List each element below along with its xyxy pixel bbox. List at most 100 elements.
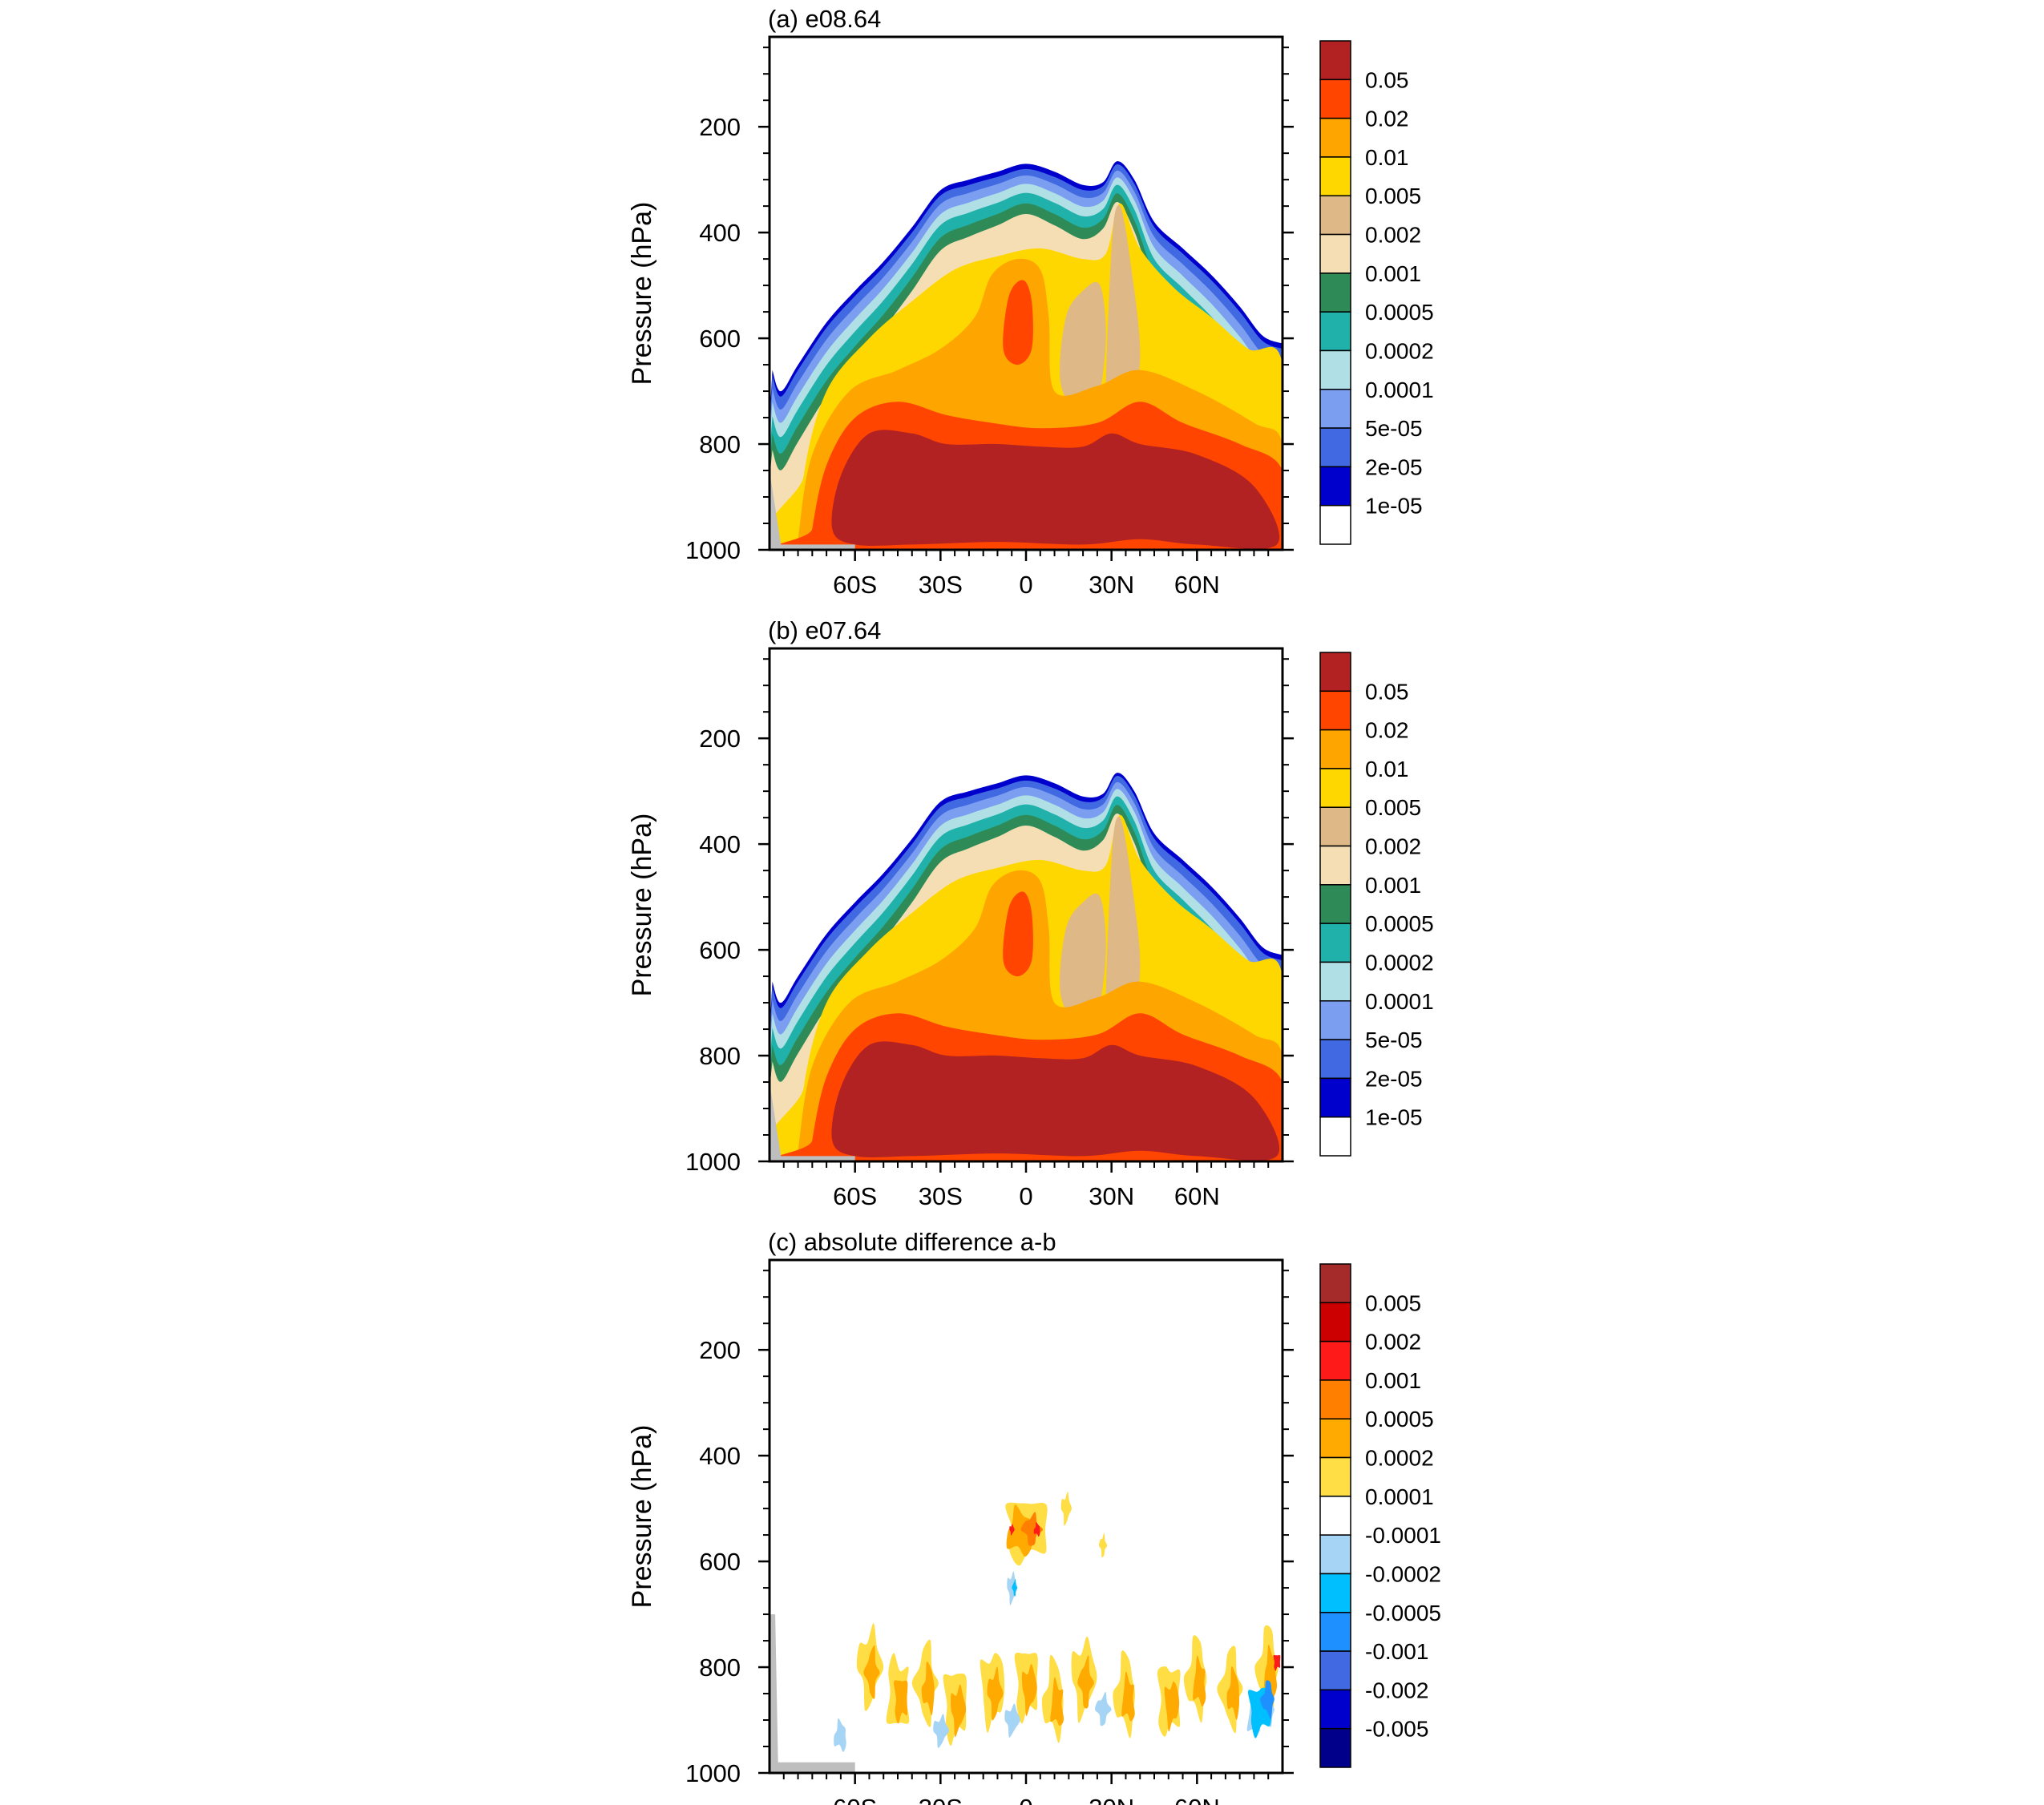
colorbar-label: 0.002 [1365, 834, 1421, 859]
panel-c-field [770, 1492, 1281, 1773]
colorbar-label: 0.0002 [1365, 950, 1434, 975]
diff-blob-neg-0.0002 [933, 1714, 950, 1748]
diff-blob-0.0002 [1077, 1655, 1094, 1709]
colorbar-box [1319, 652, 1351, 693]
colorbar-box [1319, 1116, 1351, 1157]
y-tick-label: 600 [699, 936, 741, 964]
colorbar-label: 5e-05 [1365, 1028, 1423, 1052]
colorbar-label: 0.0005 [1365, 911, 1434, 936]
x-tick-label: 60N [1174, 1794, 1220, 1805]
colorbar-box [1319, 1302, 1351, 1343]
colorbar-label: 0.01 [1365, 145, 1409, 170]
surface-mask [770, 470, 855, 550]
contour-level-0.05 [882, 1079, 918, 1133]
colorbar-label: -0.0002 [1365, 1561, 1441, 1586]
diff-blob-0.0001 [1060, 1492, 1072, 1526]
colorbar-label: 0.0005 [1365, 1407, 1434, 1431]
colorbar-box [1319, 273, 1351, 313]
colorbar-label: 0.01 [1365, 757, 1409, 781]
contour-level-0.001-pocket [1060, 281, 1106, 414]
x-tick-label: 60S [833, 571, 877, 599]
colorbar-box [1319, 1612, 1351, 1652]
y-tick-label: 400 [699, 219, 741, 247]
colorbar-box [1319, 1039, 1351, 1080]
diff-blob-neg-0.0005 [1012, 1578, 1018, 1597]
colorbar-label: 0.0001 [1365, 1484, 1434, 1509]
diff-blob-neg-0.0002 [834, 1718, 846, 1752]
colorbar-label: 1e-05 [1365, 494, 1423, 519]
colorbar-label: 0.0001 [1365, 989, 1434, 1014]
colorbar-label: 0.005 [1365, 184, 1421, 208]
colorbar-label: -0.0001 [1365, 1523, 1441, 1548]
panel-b-plot [770, 773, 1283, 1161]
y-tick-label: 400 [699, 1442, 741, 1470]
colorbar-label: 0.0005 [1365, 300, 1434, 325]
panel-b-colorbar: 0.05 0.02 0.01 0.005 0.002 0.001 0.0005 0.0002 0… [1319, 652, 1434, 1157]
colorbar-box [1319, 195, 1351, 236]
x-tick-label: 30N [1089, 1182, 1134, 1210]
colorbar-box [1319, 1689, 1351, 1730]
colorbar-box [1319, 349, 1351, 390]
panel-a-colorbar: 0.05 0.02 0.01 0.005 0.002 0.001 0.0005 0.0002 0… [1319, 40, 1434, 545]
colorbar-box [1319, 1418, 1351, 1459]
contour-level-0.01-upper [1003, 280, 1033, 365]
y-tick-label: 600 [699, 325, 741, 353]
panel-c-colorbar: 0.005 0.002 0.001 0.0005 0.0002 0.0001 -0.0001… [1319, 1263, 1441, 1768]
colorbar-label: 0.02 [1365, 107, 1409, 131]
contour-level-0.01-upper [1003, 891, 1033, 977]
colorbar-box [1319, 389, 1351, 429]
colorbar-box [1319, 884, 1351, 924]
colorbar-box [1319, 1534, 1351, 1575]
colorbar-box [1319, 768, 1351, 808]
panel-b-field [770, 773, 1283, 1161]
colorbar-box [1319, 79, 1351, 119]
colorbar-box [1319, 1573, 1351, 1613]
diff-blob-0.0002 [1050, 1677, 1064, 1726]
y-tick-label: 200 [699, 113, 741, 141]
x-tick-label: 0 [1019, 571, 1032, 599]
colorbar-box [1319, 1000, 1351, 1040]
diff-blob-neg-0.001 [1260, 1680, 1274, 1719]
panel-a-plot [770, 161, 1283, 550]
contour-level-0.05 [971, 1075, 1010, 1094]
colorbar-box [1319, 40, 1351, 81]
y-tick-label: 800 [699, 430, 741, 458]
panel-c-plot [770, 1492, 1281, 1773]
colorbar-label: 0.002 [1365, 223, 1421, 248]
panel-a-title: (a) e08.64 [768, 5, 881, 33]
colorbar-label: 0.005 [1365, 795, 1421, 820]
panel-b: (b) e07.64 Pressure (hPa) 200 400 600 800 10… [627, 616, 1434, 1210]
colorbar-label: -0.002 [1365, 1678, 1428, 1702]
x-tick-label: 60N [1174, 571, 1220, 599]
panel-a-ylabel: Pressure (hPa) [627, 202, 657, 386]
contour-level-0.05 [971, 463, 1010, 483]
colorbar-label: 0.05 [1365, 679, 1409, 704]
diff-blob-0.0001 [1098, 1532, 1108, 1557]
colorbar-label: 0.05 [1365, 67, 1409, 92]
contour-level-0.02 [831, 1041, 1280, 1161]
diff-blob-0.002 [1009, 1524, 1015, 1536]
colorbar-label: 2e-05 [1365, 454, 1423, 479]
colorbar-box [1319, 806, 1351, 847]
x-tick-label: 60S [833, 1182, 877, 1210]
x-tick-label: 0 [1019, 1794, 1032, 1805]
colorbar-box [1319, 923, 1351, 963]
diff-blob-0.002 [1273, 1655, 1281, 1671]
y-tick-label: 1000 [685, 1148, 741, 1176]
colorbar-label: 0.02 [1365, 718, 1409, 743]
y-tick-label: 200 [699, 1336, 741, 1364]
contour-level-0.02 [831, 430, 1280, 550]
panel-a-axes: 200 400 600 800 1000 60S 30S 0 30N 60N [685, 46, 1294, 599]
x-tick-label: 30S [919, 571, 963, 599]
x-tick-label: 30N [1089, 1794, 1134, 1805]
colorbar-label: 0.001 [1365, 1368, 1421, 1393]
x-tick-label: 0 [1019, 1182, 1032, 1210]
colorbar-label: 0.001 [1365, 873, 1421, 898]
colorbar-box [1319, 1077, 1351, 1118]
diff-blob-0.0002 [1226, 1666, 1240, 1720]
colorbar-box [1319, 1340, 1351, 1381]
colorbar-box [1319, 1650, 1351, 1691]
contour-level-0.05 [882, 467, 918, 522]
x-tick-label: 30S [919, 1794, 963, 1805]
diff-blob-neg-0.0002 [1004, 1703, 1020, 1738]
